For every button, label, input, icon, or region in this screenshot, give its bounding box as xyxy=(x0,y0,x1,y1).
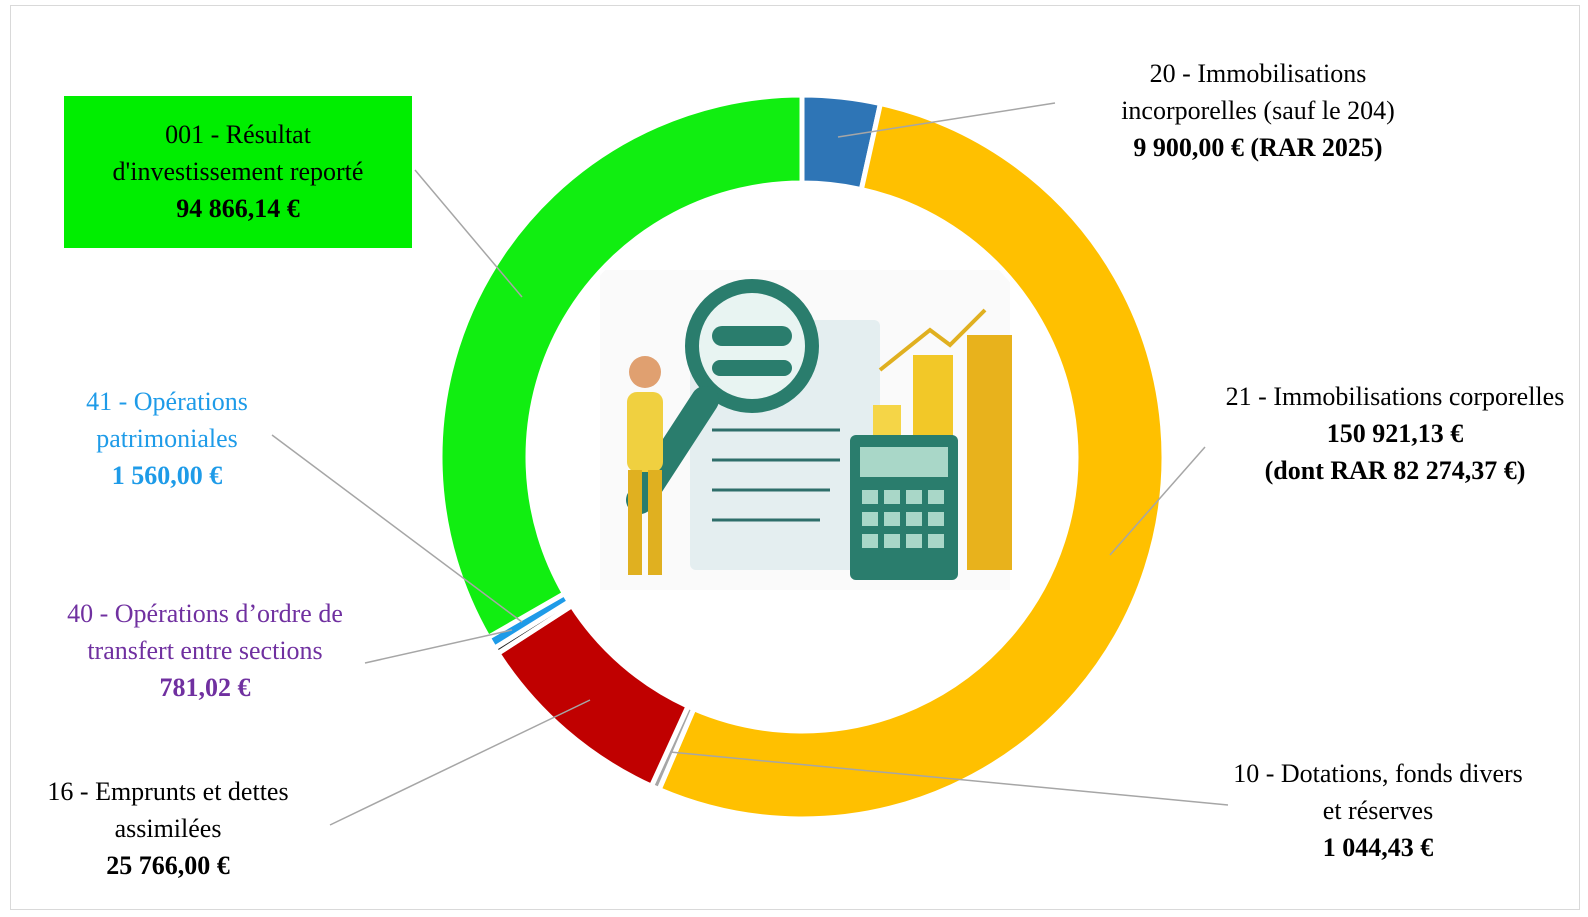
data-label: 16 - Emprunts et dettes assimilées 25 766… xyxy=(8,773,328,884)
data-label: 001 - Résultat d'investissement reporté 9… xyxy=(64,96,412,248)
illustration xyxy=(600,270,1012,590)
donut-slice xyxy=(655,100,1167,822)
leader-line xyxy=(364,629,513,664)
leader-line xyxy=(837,102,1056,138)
annotation: (RAR 2025) xyxy=(1250,133,1383,162)
value-label: 25 766,00 € xyxy=(106,851,230,880)
value-label-line: 1 560,00 € xyxy=(52,457,282,494)
category-label: 21 - Immobilisations corporelles xyxy=(1225,382,1565,411)
category-label: 001 - Résultat d'investissement reporté xyxy=(112,120,364,186)
leader-line xyxy=(669,751,1229,806)
leader-line xyxy=(271,434,523,623)
value-label: 9 900,00 € xyxy=(1133,133,1244,162)
value-label: 94 866,14 € xyxy=(176,194,300,223)
value-label-line: 1 044,43 € xyxy=(1233,829,1523,866)
value-label-line: 25 766,00 € xyxy=(8,847,328,884)
category-label: 41 - Opérations patrimoniales xyxy=(86,387,248,453)
value-label: 1 560,00 € xyxy=(111,461,223,490)
frame xyxy=(10,5,1580,910)
value-label: 1 044,43 € xyxy=(1322,833,1434,862)
leader-line xyxy=(329,699,591,826)
category-label: 10 - Dotations, fonds divers et réserves xyxy=(1233,759,1523,825)
leader-line xyxy=(1109,446,1206,556)
annotation: (dont RAR 82 274,37 €) xyxy=(1264,456,1526,485)
value-label-line: 9 900,00 € (RAR 2025) xyxy=(1088,129,1428,166)
category-label: 16 - Emprunts et dettes assimilées xyxy=(47,777,289,843)
data-label: 40 - Opérations d’ordre de transfert ent… xyxy=(55,595,355,706)
data-label: 41 - Opérations patrimoniales 1 560,00 € xyxy=(52,383,282,494)
value-label-line: 94 866,14 € xyxy=(64,190,412,227)
value-label-line: 150 921,13 € xyxy=(1225,415,1565,452)
category-label: 20 - Immobilisations incorporelles (sauf… xyxy=(1121,59,1395,125)
data-label: 10 - Dotations, fonds divers et réserves… xyxy=(1233,755,1523,866)
data-label: 21 - Immobilisations corporelles 150 921,… xyxy=(1225,378,1565,489)
category-label: 40 - Opérations d’ordre de transfert ent… xyxy=(67,599,343,665)
data-label: 20 - Immobilisations incorporelles (sauf… xyxy=(1088,55,1428,166)
value-label: 781,02 € xyxy=(159,673,251,702)
donut-slice xyxy=(437,92,805,641)
value-label-line: 781,02 € xyxy=(55,669,355,706)
value-label: 150 921,13 € xyxy=(1326,419,1464,448)
leader-line xyxy=(414,169,523,298)
